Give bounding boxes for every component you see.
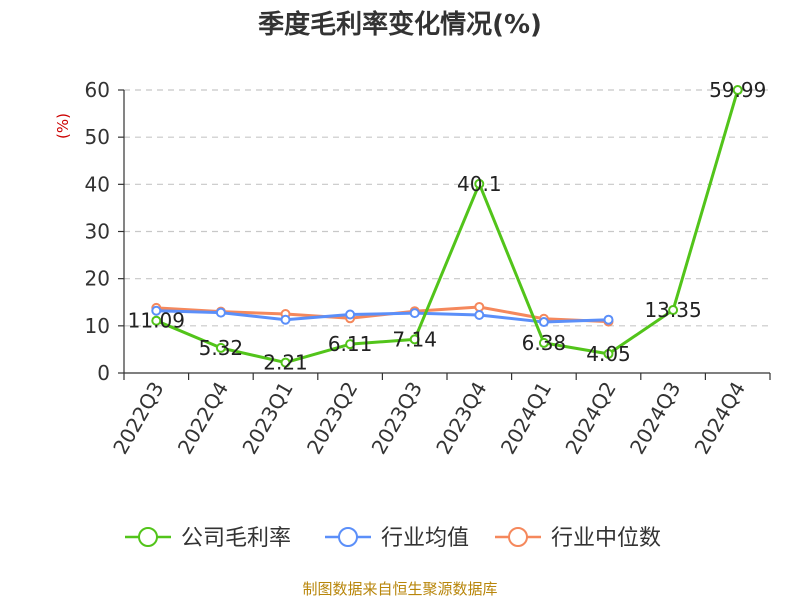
x-tick-label-2023Q4: 2023Q4 [431,378,491,459]
point-行业均值-2022Q4 [215,307,226,318]
x-tick-label-2023Q2: 2023Q2 [302,378,362,459]
legend-item-行业中位数[interactable]: 行业中位数 [495,526,661,551]
legend-label: 行业均值 [381,526,469,551]
x-tick-label-2023Q3: 2023Q3 [367,378,427,459]
x-tick-label-2022Q3: 2022Q3 [108,378,168,459]
y-tick-label-60: 60 [85,78,110,102]
series-line-公司毛利率 [155,89,740,365]
y-tick-label-50: 50 [85,125,110,149]
grid-lines [124,89,770,327]
point-公司毛利率-2023Q1 [280,357,291,368]
source-note: 制图数据来自恒生聚源数据库 [302,580,497,598]
legend-label: 公司毛利率 [181,526,291,551]
point-公司毛利率-2023Q4 [474,178,485,189]
data-label-2024Q2: 4.05 [586,342,631,366]
point-行业中位数-2023Q4 [474,301,485,312]
legend-item-行业均值[interactable]: 行业均值 [325,526,469,551]
legend-swatch-marker [508,527,528,547]
y-tick-label-20: 20 [85,267,110,291]
legend-swatch-marker [138,527,158,547]
data-labels: 11.09 5.32 2.21 6.11 7.14 40.1 6.38 4.05 13.35 59… [128,78,767,375]
legend-label: 行业中位数 [551,526,661,551]
point-公司毛利率-2023Q2 [345,339,356,350]
y-tick-label-0: 0 [97,361,110,385]
series-layer [151,85,743,368]
point-公司毛利率-2022Q3 [151,315,162,326]
legend[interactable]: 公司毛利率 行业均值 行业中位数 [125,526,661,551]
data-label-2024Q3: 13.35 [644,298,701,322]
data-label-2023Q3: 7.14 [392,327,437,351]
x-tick-label-2024Q3: 2024Q3 [625,378,685,459]
point-公司毛利率-2024Q2 [603,348,614,359]
y-tick-label-40: 40 [85,172,110,196]
point-行业均值-2023Q4 [474,309,485,320]
point-公司毛利率-2024Q3 [668,305,679,316]
x-tick-label-2023Q1: 2023Q1 [237,378,297,459]
point-行业均值-2024Q1 [538,317,549,328]
point-行业均值-2023Q1 [280,314,291,325]
legend-swatch-marker [338,527,358,547]
x-tick-label-2022Q4: 2022Q4 [173,378,233,459]
point-公司毛利率-2022Q4 [215,342,226,353]
data-label-2023Q1: 2.21 [263,351,308,375]
data-label-2023Q4: 40.1 [457,172,502,196]
data-label-2024Q1: 6.38 [522,331,567,355]
y-axis-label: (%) [54,113,72,139]
point-公司毛利率-2023Q3 [409,334,420,345]
point-行业均值-2023Q2 [345,309,356,320]
y-tick-label-30: 30 [85,220,110,244]
point-行业均值-2024Q2 [603,314,614,325]
chart-title: 季度毛利率变化情况(%) [258,9,542,40]
x-tick-label-2024Q2: 2024Q2 [560,378,620,459]
point-公司毛利率-2024Q4 [732,85,743,96]
point-公司毛利率-2024Q1 [538,337,549,348]
series-line-行业均值 [156,309,609,324]
point-行业均值-2023Q3 [409,308,420,319]
y-tick-label-10: 10 [85,314,110,338]
x-tick-label-2024Q4: 2024Q4 [690,378,750,459]
data-label-2022Q3: 11.09 [128,309,185,333]
data-label-2024Q4: 59.99 [709,78,766,102]
data-label-2022Q4: 5.32 [199,336,244,360]
x-tick-label-2024Q1: 2024Q1 [496,378,556,459]
data-label-2023Q2: 6.11 [328,332,373,356]
legend-item-公司毛利率[interactable]: 公司毛利率 [125,526,291,551]
point-行业均值-2022Q3 [151,305,162,316]
